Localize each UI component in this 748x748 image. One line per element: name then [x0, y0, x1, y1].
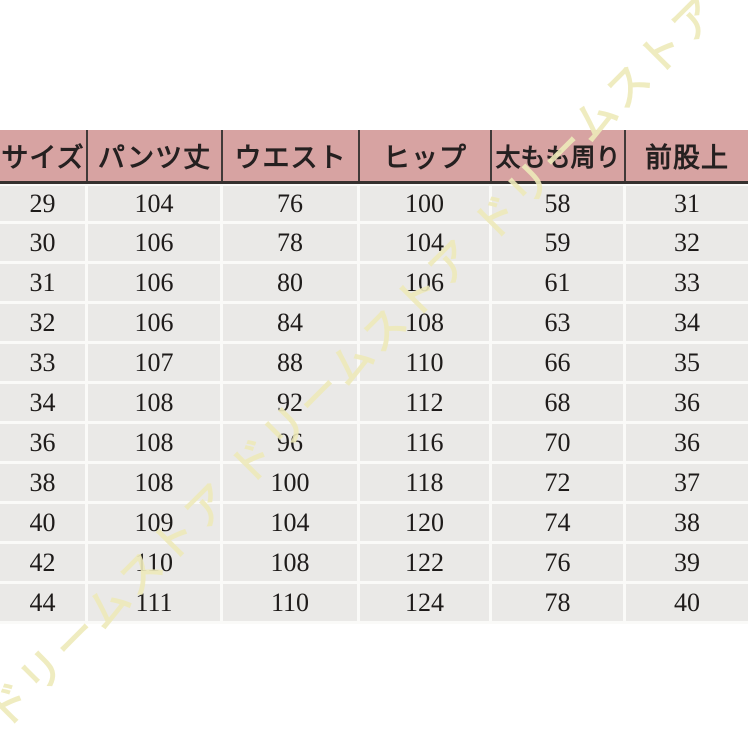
table-cell: 72 [492, 464, 626, 501]
table-cell: 108 [223, 544, 360, 581]
table-cell: 80 [223, 264, 360, 301]
table-cell: 38 [0, 464, 88, 501]
table-row: 30 106 78 104 59 32 [0, 224, 748, 264]
table-cell: 109 [88, 504, 223, 541]
header-cell-5: 前股上 [645, 143, 729, 173]
table-cell: 112 [360, 384, 492, 421]
table-row: 31 106 80 106 61 33 [0, 264, 748, 304]
header-cell-3: ヒップ [360, 130, 492, 181]
table-cell: 108 [88, 464, 223, 501]
table-cell: 78 [492, 584, 626, 621]
table-cell: 70 [492, 424, 626, 461]
table-row: 29 104 76 100 58 31 [0, 184, 748, 224]
table-cell: 104 [223, 504, 360, 541]
table-cell: 34 [0, 384, 88, 421]
header-cell-4: 太もも周り [492, 130, 626, 181]
table-row: 33 107 88 110 66 35 [0, 344, 748, 384]
table-row: 38 108 100 118 72 37 [0, 464, 748, 504]
table-cell: 33 [0, 344, 88, 381]
table-cell: 116 [360, 424, 492, 461]
table-cell: 76 [223, 186, 360, 221]
table-row: 40 109 104 120 74 38 [0, 504, 748, 544]
table-cell: 104 [88, 186, 223, 221]
table-cell: 40 [674, 587, 700, 617]
table-cell: 108 [88, 384, 223, 421]
table-row: 32 106 84 108 63 34 [0, 304, 748, 344]
table-cell: 34 [674, 307, 700, 337]
table-cell: 122 [360, 544, 492, 581]
table-cell: 33 [674, 267, 700, 297]
table-cell: 107 [88, 344, 223, 381]
table-cell: 40 [0, 504, 88, 541]
table-cell: 78 [223, 224, 360, 261]
table-cell: 108 [88, 424, 223, 461]
table-cell: 96 [223, 424, 360, 461]
table-cell: 92 [223, 384, 360, 421]
table-cell: 32 [0, 304, 88, 341]
table-cell: 31 [0, 264, 88, 301]
table-cell: 108 [360, 304, 492, 341]
table-cell: 106 [88, 224, 223, 261]
table-cell: 29 [0, 186, 88, 221]
table-cell: 76 [492, 544, 626, 581]
table-header-row: サイズ パンツ丈 ウエスト ヒップ 太もも周り 前股上 [0, 130, 748, 184]
table-cell: 118 [360, 464, 492, 501]
table-cell: 124 [360, 584, 492, 621]
table-cell: 61 [492, 264, 626, 301]
table-cell: 68 [492, 384, 626, 421]
table-cell: 104 [360, 224, 492, 261]
table-cell: 37 [674, 467, 700, 497]
table-cell: 59 [492, 224, 626, 261]
table-cell: 120 [360, 504, 492, 541]
table-cell: 106 [88, 304, 223, 341]
table-cell: 35 [674, 347, 700, 377]
header-cell-2: ウエスト [223, 130, 360, 181]
table-cell: 100 [223, 464, 360, 501]
table-cell: 110 [360, 344, 492, 381]
table-cell: 58 [492, 186, 626, 221]
table-cell: 36 [0, 424, 88, 461]
table-row: 42 110 108 122 76 39 [0, 544, 748, 584]
table-cell: 106 [360, 264, 492, 301]
table-cell: 36 [674, 387, 700, 417]
size-chart-table: サイズ パンツ丈 ウエスト ヒップ 太もも周り 前股上 29 104 76 100 58 31 30 1… [0, 130, 748, 624]
table-cell: 88 [223, 344, 360, 381]
table-cell: 63 [492, 304, 626, 341]
table-cell: 44 [0, 584, 88, 621]
table-cell: 110 [88, 544, 223, 581]
table-cell: 38 [674, 507, 700, 537]
table-cell: 32 [674, 227, 700, 257]
table-row: 34 108 92 112 68 36 [0, 384, 748, 424]
table-cell: 84 [223, 304, 360, 341]
table-cell: 39 [674, 547, 700, 577]
table-cell: 74 [492, 504, 626, 541]
table-cell: 66 [492, 344, 626, 381]
table-cell: 110 [223, 584, 360, 621]
table-cell: 111 [88, 584, 223, 621]
table-body: 29 104 76 100 58 31 30 106 78 104 59 32 31 106 80 106 61… [0, 184, 748, 624]
header-cell-1: パンツ丈 [88, 130, 223, 181]
table-cell: 30 [0, 224, 88, 261]
table-row: 36 108 96 116 70 36 [0, 424, 748, 464]
table-cell: 100 [360, 186, 492, 221]
table-cell: 31 [674, 188, 700, 218]
table-cell: 106 [88, 264, 223, 301]
table-cell: 36 [674, 427, 700, 457]
table-cell: 42 [0, 544, 88, 581]
table-row: 44 111 110 124 78 40 [0, 584, 748, 624]
header-cell-0: サイズ [0, 130, 88, 181]
